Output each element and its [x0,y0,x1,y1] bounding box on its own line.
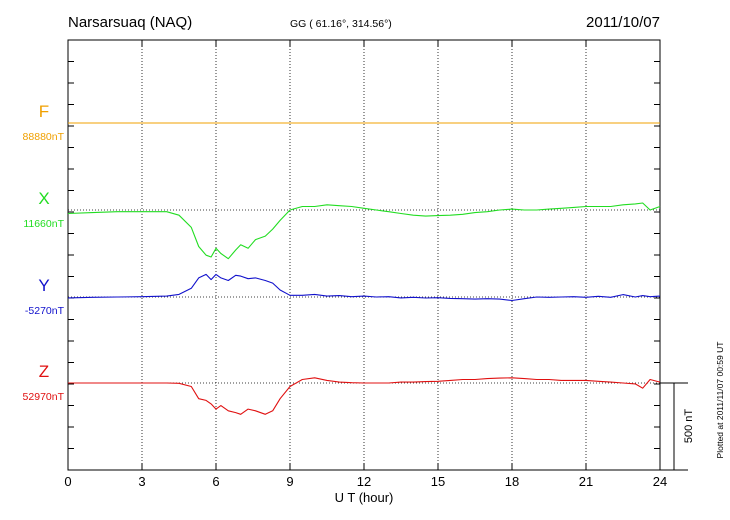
grid-lines [68,40,660,470]
series-line-z [68,377,661,415]
series-line-x [67,202,661,260]
plot-frame [67,39,661,471]
series-name-x: X [38,189,49,208]
axis-ticks [67,40,661,470]
station-title: Narsarsuaq (NAQ) [68,14,192,31]
series-baseline-f: 88880nT [23,131,65,143]
x-tick-label: 3 [138,474,145,489]
series-labels: F 88880nT X 11660nT Y -5270nT Z 52970nT [23,102,65,403]
scale-bar: 500 nT [660,382,695,471]
series-name-z: Z [39,362,49,381]
x-tick-label: 6 [212,474,219,489]
x-tick-labels: 0 3 6 9 12 15 18 21 24 [64,474,667,489]
x-tick-label: 24 [653,474,667,489]
x-tick-label: 9 [286,474,293,489]
x-tick-label: 12 [357,474,371,489]
x-axis-label: U T (hour) [335,490,394,505]
date-label: 2011/10/07 [586,14,660,31]
scale-bar-label: 500 nT [683,409,695,444]
plotted-note: Plotted at 2011/11/07 00:59 UT [715,342,725,459]
x-tick-label: 15 [431,474,445,489]
series-baseline-x: 11660nT [23,218,64,230]
series-baseline-y: -5270nT [25,305,65,317]
x-tick-label: 0 [64,474,71,489]
station-coords: GG ( 61.16°, 314.56°) [290,18,392,30]
series-line-y [67,273,661,302]
series-name-y: Y [38,276,49,295]
series-group [67,122,661,415]
x-tick-label: 18 [505,474,519,489]
x-tick-label: 21 [579,474,593,489]
series-name-f: F [39,102,49,121]
series-baseline-z: 52970nT [23,391,65,403]
